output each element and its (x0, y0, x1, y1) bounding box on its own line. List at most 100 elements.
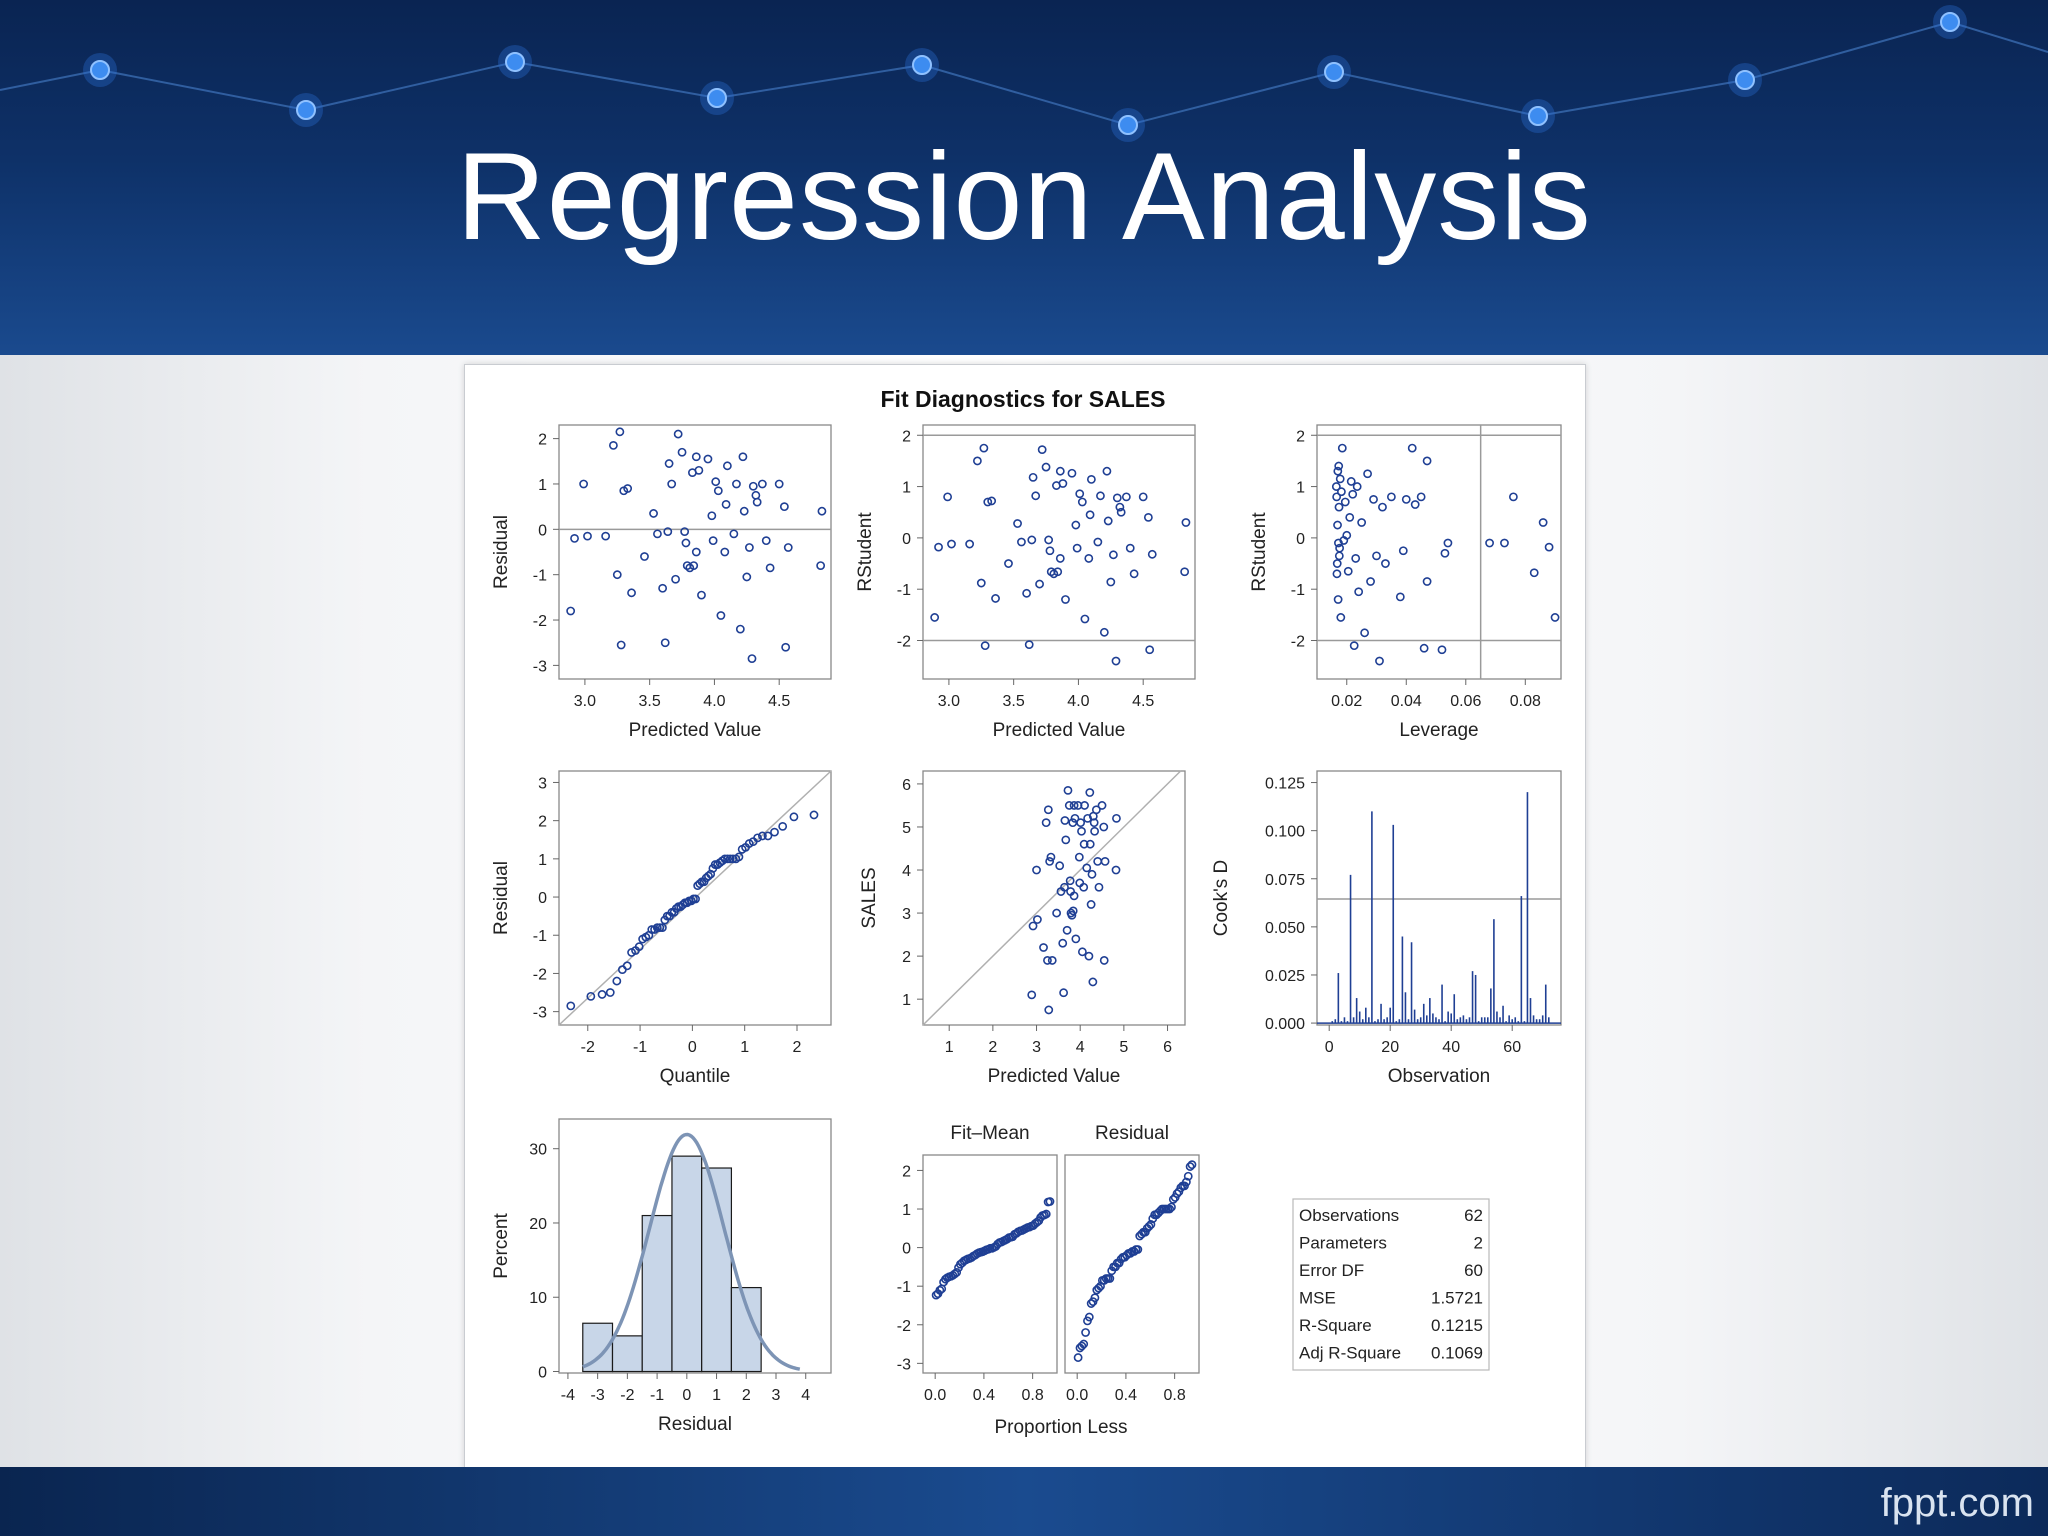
data-point (1129, 569, 1139, 579)
data-point (1093, 537, 1103, 547)
data-point (691, 894, 700, 904)
y-axis-label: Cook's D (1211, 860, 1232, 936)
header-dot (1735, 70, 1755, 90)
data-point (1187, 1160, 1197, 1170)
data-point (1074, 852, 1084, 862)
histogram-bar (611, 1335, 643, 1373)
data-point (721, 499, 731, 509)
fit-stat-value: 1.5721 (1431, 1289, 1483, 1308)
data-point (1138, 492, 1148, 502)
data-point (1081, 1328, 1090, 1337)
x-tick-label: 2 (793, 1039, 802, 1056)
data-point (1538, 518, 1548, 527)
data-point (597, 990, 607, 999)
data-point (1437, 645, 1447, 655)
fit-stat-value: 2 (1474, 1234, 1483, 1253)
header-dot (296, 100, 316, 120)
data-point (1055, 554, 1065, 563)
data-point (1046, 852, 1056, 862)
fit-stat-label: Parameters (1299, 1234, 1387, 1253)
data-point (1180, 567, 1190, 577)
data-point (1105, 1274, 1115, 1283)
data-point (1335, 474, 1345, 484)
data-point (722, 461, 732, 471)
data-point (615, 427, 625, 437)
data-point (1044, 535, 1054, 545)
data-point (1080, 801, 1089, 810)
data-point (748, 481, 758, 491)
identity-line (558, 770, 832, 1026)
plot-frame (558, 424, 832, 680)
x-tick-label: 0.4 (973, 1387, 995, 1404)
data-point (1544, 542, 1554, 552)
x-tick-label: 3.5 (639, 693, 661, 710)
data-point (1071, 520, 1081, 530)
data-point (689, 561, 699, 571)
data-point (734, 852, 744, 862)
header-dot (707, 88, 727, 108)
data-point (779, 502, 789, 512)
y-tick-label: -1 (533, 568, 547, 585)
header-decoration (0, 5, 2048, 142)
data-point (991, 594, 1000, 603)
data-point (761, 536, 771, 546)
data-point (1529, 568, 1539, 578)
data-point (1103, 516, 1113, 526)
data-point (1058, 938, 1068, 948)
data-point (987, 496, 997, 506)
header-dot (505, 52, 525, 72)
plot-frame (558, 1118, 832, 1374)
x-tick-label: 4 (801, 1387, 810, 1404)
data-point (622, 961, 632, 971)
data-point (735, 624, 745, 634)
data-point (1047, 956, 1057, 965)
y-tick-label: 2 (902, 949, 911, 966)
data-point (1147, 549, 1157, 559)
data-point (612, 976, 622, 986)
data-point (1335, 543, 1345, 553)
data-point (720, 854, 730, 864)
data-point (753, 833, 762, 843)
data-point (965, 539, 975, 549)
data-point (616, 640, 626, 650)
y-tick-label: -2 (897, 634, 911, 651)
data-point (1422, 456, 1432, 466)
data-point (1336, 613, 1346, 622)
data-point (634, 942, 644, 952)
x-tick-label: 3.0 (574, 693, 596, 710)
data-point (664, 459, 674, 468)
data-point (1087, 869, 1097, 879)
data-point (739, 506, 749, 516)
data-point (1398, 546, 1408, 556)
data-point (738, 452, 748, 462)
data-point (708, 536, 718, 546)
data-point (1055, 466, 1065, 476)
plot-frame (922, 424, 1196, 680)
y-tick-label: 1 (902, 1202, 911, 1219)
data-point (640, 552, 649, 561)
data-point (1084, 554, 1094, 563)
x-tick-label: 0.0 (1066, 1387, 1088, 1404)
data-point (1099, 627, 1109, 637)
y-tick-label: -2 (897, 1318, 911, 1335)
x-tick-label: 1 (945, 1039, 954, 1056)
x-tick-label: 60 (1503, 1039, 1521, 1056)
data-point (720, 547, 730, 557)
y-tick-label: -2 (533, 966, 547, 983)
data-point (765, 563, 775, 573)
data-point (1440, 548, 1450, 558)
data-point (723, 854, 732, 864)
data-point (1072, 543, 1082, 553)
data-point (1084, 951, 1094, 961)
data-point (1112, 493, 1122, 503)
data-point (707, 511, 717, 521)
data-point (601, 531, 611, 541)
x-tick-label: 0.08 (1510, 693, 1541, 710)
y-tick-label: -1 (897, 1279, 911, 1296)
data-point (1069, 801, 1079, 810)
data-point (1032, 865, 1041, 875)
x-tick-label: 1 (712, 1387, 721, 1404)
data-point (1346, 477, 1356, 486)
data-point (1416, 492, 1426, 502)
data-point (1115, 502, 1125, 512)
